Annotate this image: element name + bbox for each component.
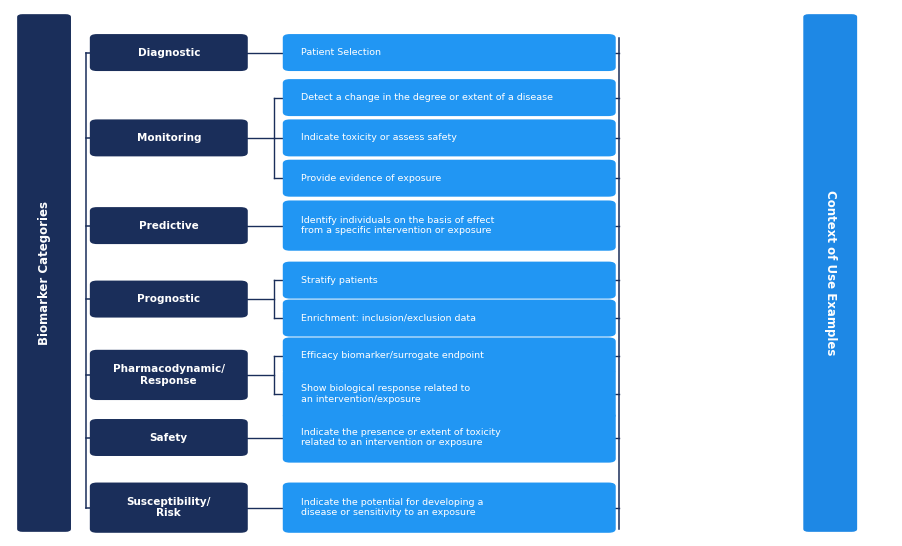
FancyBboxPatch shape <box>282 200 615 251</box>
FancyBboxPatch shape <box>89 350 247 400</box>
Text: Monitoring: Monitoring <box>136 133 201 143</box>
Text: Indicate the potential for developing a
disease or sensitivity to an exposure: Indicate the potential for developing a … <box>300 498 483 518</box>
FancyBboxPatch shape <box>282 120 615 156</box>
Text: Show biological response related to
an intervention/exposure: Show biological response related to an i… <box>300 384 469 403</box>
FancyBboxPatch shape <box>282 483 615 533</box>
FancyBboxPatch shape <box>89 483 247 533</box>
Text: Enrichment: inclusion/exclusion data: Enrichment: inclusion/exclusion data <box>300 313 475 323</box>
FancyBboxPatch shape <box>17 14 71 532</box>
FancyBboxPatch shape <box>89 207 247 244</box>
FancyBboxPatch shape <box>282 369 615 419</box>
FancyBboxPatch shape <box>89 34 247 71</box>
FancyBboxPatch shape <box>282 337 615 375</box>
Text: Pharmacodynamic/
Response: Pharmacodynamic/ Response <box>113 364 225 385</box>
Text: Susceptibility/
Risk: Susceptibility/ Risk <box>126 497 211 519</box>
Text: Safety: Safety <box>150 432 188 442</box>
FancyBboxPatch shape <box>803 14 856 532</box>
FancyBboxPatch shape <box>282 159 615 197</box>
Text: Provide evidence of exposure: Provide evidence of exposure <box>300 174 440 183</box>
Text: Stratify patients: Stratify patients <box>300 276 377 284</box>
Text: Patient Selection: Patient Selection <box>300 48 381 57</box>
Text: Biomarker Categories: Biomarker Categories <box>38 201 51 345</box>
FancyBboxPatch shape <box>282 300 615 336</box>
Text: Identify individuals on the basis of effect
from a specific intervention or expo: Identify individuals on the basis of eff… <box>300 216 493 235</box>
Text: Detect a change in the degree or extent of a disease: Detect a change in the degree or extent … <box>300 93 552 102</box>
FancyBboxPatch shape <box>282 79 615 116</box>
FancyBboxPatch shape <box>282 412 615 462</box>
Text: Indicate toxicity or assess safety: Indicate toxicity or assess safety <box>300 133 456 143</box>
FancyBboxPatch shape <box>89 281 247 318</box>
FancyBboxPatch shape <box>282 262 615 299</box>
Text: Prognostic: Prognostic <box>137 294 200 304</box>
Text: Diagnostic: Diagnostic <box>137 48 200 57</box>
Text: Indicate the presence or extent of toxicity
related to an intervention or exposu: Indicate the presence or extent of toxic… <box>300 428 500 447</box>
FancyBboxPatch shape <box>89 419 247 456</box>
Text: Predictive: Predictive <box>139 221 198 230</box>
Text: Efficacy biomarker/surrogate endpoint: Efficacy biomarker/surrogate endpoint <box>300 352 483 360</box>
FancyBboxPatch shape <box>282 34 615 71</box>
FancyBboxPatch shape <box>89 120 247 156</box>
Text: Context of Use Examples: Context of Use Examples <box>823 191 836 355</box>
